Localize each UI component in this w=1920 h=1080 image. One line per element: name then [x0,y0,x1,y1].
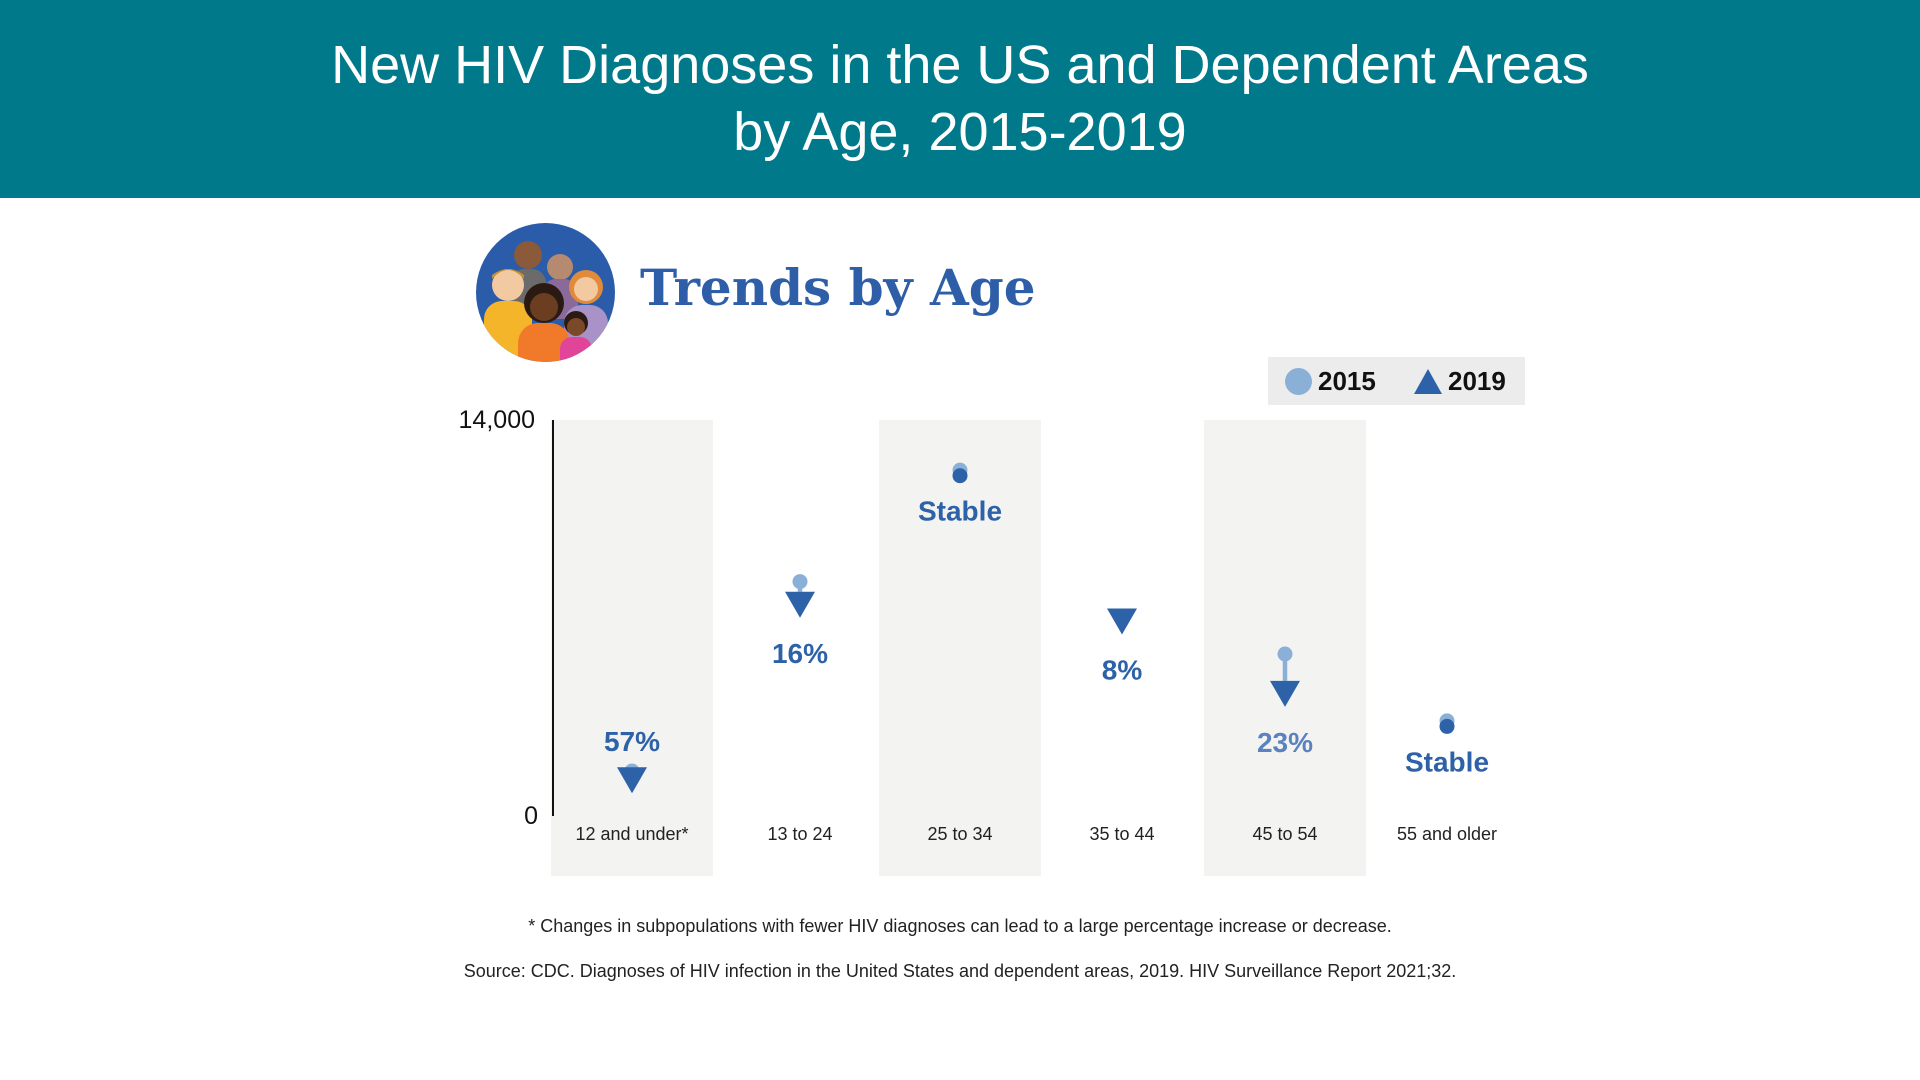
chart-legend: 2015 2019 [1268,357,1525,405]
chart-footnote: * Changes in subpopulations with fewer H… [528,916,1392,936]
chart-subtitle: Trends by Age [640,258,1036,317]
legend-circle-icon [1285,368,1312,395]
x-category-label: 45 to 54 [1252,824,1317,844]
y-tick-label: 14,000 [459,406,535,434]
change-annotation: Stable [918,496,1002,527]
point-2019 [952,468,968,484]
y-tick-label: 0 [524,802,538,830]
change-annotation: 16% [772,638,828,669]
chart-source: Source: CDC. Diagnoses of HIV infection … [463,961,1457,981]
x-category-label: 12 and under* [575,824,688,844]
change-annotation: Stable [1405,746,1489,777]
x-category-label: 35 to 44 [1089,824,1154,844]
legend-triangle-icon [1414,369,1442,394]
point-2019 [1439,718,1455,734]
x-category-label: 13 to 24 [767,824,832,844]
change-annotation: 8% [1102,655,1143,686]
people-group-icon [476,223,615,362]
point-2015 [792,574,808,590]
arrow-2019 [1270,680,1300,707]
arrow-2019 [1107,608,1137,635]
x-category-label: 25 to 34 [927,824,992,844]
change-annotation: 57% [604,726,660,757]
page-title-line-2: by Age, 2015-2019 [733,102,1187,162]
category-band [879,420,1041,876]
change-annotation: 23% [1257,727,1313,758]
arrow-2019 [617,767,647,794]
legend-label-2015: 2015 [1318,366,1376,396]
legend-label-2019: 2019 [1448,366,1506,396]
category-band [551,420,713,876]
arrow-2019 [785,591,815,618]
header-banner: New HIV Diagnoses in the US and Dependen… [0,0,1920,198]
page-title-line-1: New HIV Diagnoses in the US and Dependen… [331,35,1589,95]
point-2015 [1277,646,1293,662]
x-category-label: 55 and older [1397,824,1497,844]
